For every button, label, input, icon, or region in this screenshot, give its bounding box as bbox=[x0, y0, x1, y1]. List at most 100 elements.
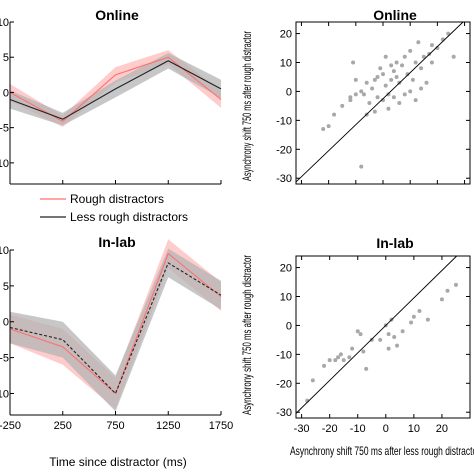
y-tick-label: 10 bbox=[280, 58, 292, 70]
scatter-point bbox=[347, 355, 352, 360]
legend-label-less-rough: Less rough distractors bbox=[70, 210, 188, 224]
scatter-point bbox=[361, 92, 366, 97]
scatter-point bbox=[381, 72, 385, 77]
x-tick-label: 1250 bbox=[156, 420, 180, 432]
scatter-point bbox=[397, 101, 402, 105]
x-tick-label: -20 bbox=[322, 423, 338, 435]
scatter-point bbox=[336, 355, 341, 360]
scatter-point bbox=[386, 106, 391, 111]
scatter-point bbox=[355, 329, 360, 334]
y-tick-label: -20 bbox=[276, 144, 292, 156]
x-tick-label: 750 bbox=[106, 420, 124, 432]
scatter-point bbox=[453, 282, 458, 287]
scatter-point bbox=[386, 92, 391, 97]
scatter-point bbox=[394, 60, 399, 65]
scatter-point bbox=[409, 320, 414, 325]
axes-box bbox=[295, 255, 471, 419]
panel-title-inlab-right: In-lab bbox=[376, 235, 413, 251]
scatter-point bbox=[383, 54, 388, 59]
y-tick-label: 0 bbox=[3, 317, 9, 329]
scatter-point bbox=[332, 112, 337, 117]
scatter-point bbox=[310, 378, 315, 383]
scatter-point bbox=[386, 332, 391, 337]
legend-label-rough: Rough distractors bbox=[70, 192, 164, 206]
scatter-point bbox=[410, 77, 415, 82]
scatter-point bbox=[389, 63, 394, 68]
scatter-point bbox=[358, 332, 363, 337]
scatter-point bbox=[361, 349, 366, 354]
y-tick-label: -20 bbox=[276, 378, 292, 390]
scatter-point bbox=[408, 48, 413, 53]
scatter-point bbox=[370, 86, 375, 91]
plot-inlab-scatter: 20 10 0 -10 -20 -30-30 -20 -10 0 10 20 bbox=[276, 255, 471, 435]
scatter-point bbox=[359, 164, 364, 169]
y-tick-label: -30 bbox=[276, 173, 292, 185]
scatter-point bbox=[445, 288, 450, 293]
scatter-point bbox=[340, 103, 345, 108]
scatter-point bbox=[408, 89, 413, 94]
scatter-point bbox=[439, 297, 444, 302]
x-tick-label: 10 bbox=[408, 423, 420, 435]
y-tick-label: 0 bbox=[286, 86, 292, 98]
x-tick-label: 0 bbox=[383, 423, 389, 435]
scatter-point bbox=[402, 92, 407, 97]
panel-title-online-left: Online bbox=[95, 7, 139, 23]
scatter-point bbox=[369, 337, 374, 342]
scatter-point bbox=[333, 358, 338, 363]
scatter-point bbox=[326, 124, 331, 129]
scatter-point bbox=[392, 335, 397, 339]
y-tick-label: 0 bbox=[3, 87, 9, 99]
scatter-point bbox=[327, 358, 332, 363]
scatter-point bbox=[372, 77, 377, 82]
scatter-point bbox=[419, 86, 424, 91]
scatter-point bbox=[375, 74, 380, 79]
plot-inlab-timecourse: 10 5 0 -5 -10 -250 250 750 1250 1750 bbox=[0, 239, 233, 432]
scatter-point bbox=[400, 329, 405, 334]
scatter-point bbox=[348, 98, 353, 103]
scatter-point bbox=[413, 98, 418, 103]
y-tick-label: -10 bbox=[276, 115, 292, 127]
scatter-point bbox=[353, 92, 358, 97]
y-tick-label: 5 bbox=[3, 52, 9, 64]
series-line-rough bbox=[9, 252, 222, 395]
scatter-point bbox=[446, 31, 451, 36]
x-tick-label: -10 bbox=[350, 423, 366, 435]
scatter-point bbox=[321, 127, 326, 132]
scatter-point bbox=[378, 337, 383, 342]
scatter-point bbox=[351, 60, 356, 65]
y-tick-label: -5 bbox=[0, 353, 9, 365]
scatter-point bbox=[395, 343, 400, 348]
scatter-point bbox=[372, 109, 377, 114]
y-tick-label: -10 bbox=[0, 158, 9, 170]
scatter-point bbox=[341, 358, 346, 363]
scatter-point bbox=[451, 54, 456, 59]
plot-online-timecourse: 10 5 0 -5 -10 bbox=[0, 17, 222, 185]
y-tick-label: -10 bbox=[0, 388, 9, 400]
scatter-point bbox=[378, 66, 383, 71]
scatter-point bbox=[413, 60, 418, 65]
series-line-less-rough bbox=[9, 60, 222, 120]
series-line-rough bbox=[9, 56, 222, 122]
scatter-point bbox=[389, 77, 394, 82]
scatter-point bbox=[421, 54, 426, 59]
scatter-point bbox=[364, 366, 369, 371]
scatter-point bbox=[364, 80, 369, 85]
panel-title-online-right: Online bbox=[373, 7, 417, 23]
y-tick-label: 5 bbox=[3, 281, 9, 293]
fit-line bbox=[295, 21, 464, 183]
panel-title-inlab-left: In-lab bbox=[98, 234, 135, 250]
y-tick-label: 10 bbox=[0, 17, 9, 29]
scatter-point bbox=[383, 83, 388, 88]
y-tick-label: -10 bbox=[276, 349, 292, 361]
axes-box bbox=[295, 21, 471, 185]
x-axis-label-inlab-timecourse: Time since distractor (ms) bbox=[49, 455, 187, 469]
scatter-point bbox=[424, 80, 429, 85]
y-tick-label: 10 bbox=[280, 292, 292, 304]
scatter-point bbox=[429, 43, 434, 48]
x-tick-label: 20 bbox=[436, 423, 448, 435]
legend: Rough distractors Less rough distractors bbox=[40, 192, 188, 224]
ci-band-less-rough bbox=[10, 248, 221, 412]
y-tick-label: 20 bbox=[280, 29, 292, 41]
scatter-point bbox=[411, 314, 416, 319]
